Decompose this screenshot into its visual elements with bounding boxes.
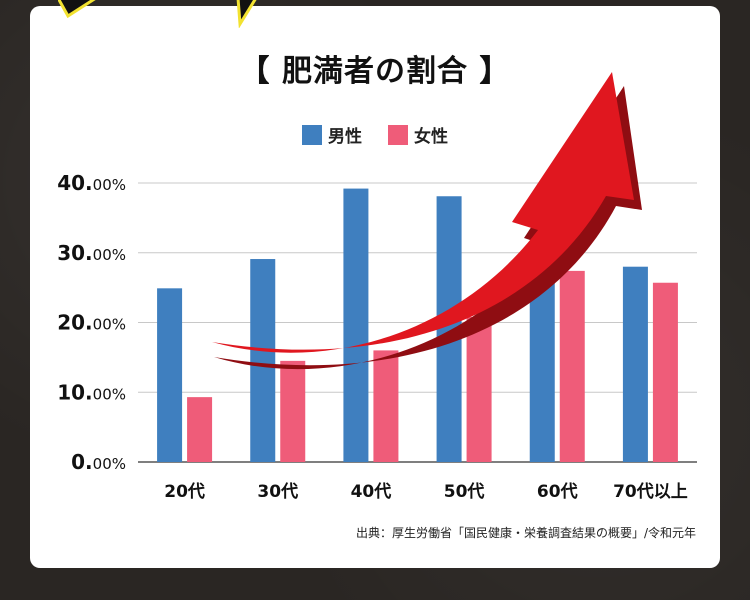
bar-female xyxy=(280,360,306,462)
trend-arrow-shadow xyxy=(214,86,642,370)
x-tick-label: 70代以上 xyxy=(613,481,688,502)
y-tick-label: 40.00% xyxy=(57,171,126,195)
y-tick-label: 20.00% xyxy=(57,311,126,335)
bar-female xyxy=(187,397,213,462)
lightning-right-icon xyxy=(236,0,257,28)
legend-item-male: 男性 xyxy=(302,122,362,147)
bar-female xyxy=(466,316,492,462)
y-tick-label: 30.00% xyxy=(57,241,126,265)
source-note: 出典：厚生労働省「国民健康・栄養調査結果の概要」/令和元年 xyxy=(355,526,696,540)
x-tick-label: 50代 xyxy=(444,481,485,502)
trend-arrow-icon xyxy=(212,72,634,353)
bar-male xyxy=(343,188,369,462)
legend-label-female: 女性 xyxy=(414,127,448,147)
legend-swatch-male xyxy=(302,124,322,145)
bar-female xyxy=(559,270,585,462)
x-tick-label: 30代 xyxy=(257,481,298,502)
bar-male xyxy=(622,266,648,462)
bar-female xyxy=(373,350,399,462)
bar-male xyxy=(250,259,276,462)
x-tick-label: 20代 xyxy=(164,481,205,502)
bar-female xyxy=(652,282,678,462)
legend-swatch-female xyxy=(388,124,408,145)
y-tick-label: 10.00% xyxy=(57,380,126,404)
x-tick-label: 40代 xyxy=(351,481,392,502)
lightning-left-icon xyxy=(58,0,96,19)
legend-label-male: 男性 xyxy=(328,127,362,147)
x-tick-label: 60代 xyxy=(537,481,578,502)
legend-item-female: 女性 xyxy=(388,122,448,147)
legend: 男性 女性 xyxy=(0,122,750,147)
chart-title: 【 肥満者の割合 】 xyxy=(239,54,511,89)
bar-male xyxy=(157,288,183,462)
y-tick-label: 0.00% xyxy=(71,450,126,474)
